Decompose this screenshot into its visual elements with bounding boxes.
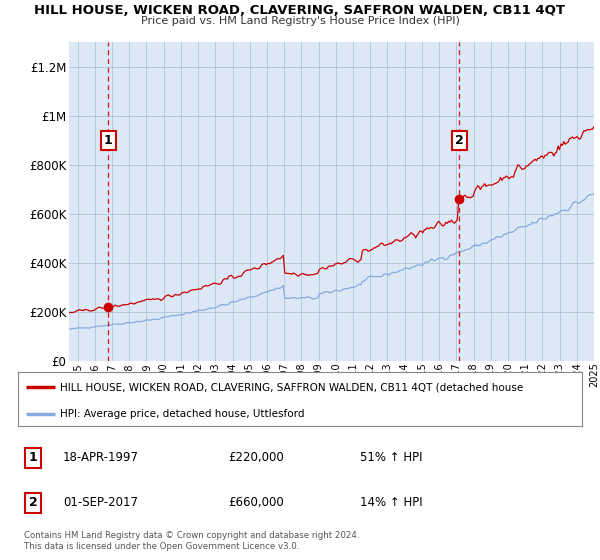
Text: £660,000: £660,000 [228, 496, 284, 509]
Text: 18-APR-1997: 18-APR-1997 [63, 451, 139, 464]
Text: 2: 2 [455, 134, 464, 147]
Text: HPI: Average price, detached house, Uttlesford: HPI: Average price, detached house, Uttl… [60, 409, 305, 419]
Text: £220,000: £220,000 [228, 451, 284, 464]
Text: HILL HOUSE, WICKEN ROAD, CLAVERING, SAFFRON WALDEN, CB11 4QT: HILL HOUSE, WICKEN ROAD, CLAVERING, SAFF… [35, 4, 566, 17]
Text: 1: 1 [29, 451, 37, 464]
Text: Price paid vs. HM Land Registry's House Price Index (HPI): Price paid vs. HM Land Registry's House … [140, 16, 460, 26]
Text: Contains HM Land Registry data © Crown copyright and database right 2024.: Contains HM Land Registry data © Crown c… [24, 531, 359, 540]
Text: 14% ↑ HPI: 14% ↑ HPI [360, 496, 422, 509]
Text: 1: 1 [104, 134, 113, 147]
Text: 2: 2 [29, 496, 37, 509]
Text: HILL HOUSE, WICKEN ROAD, CLAVERING, SAFFRON WALDEN, CB11 4QT (detached house: HILL HOUSE, WICKEN ROAD, CLAVERING, SAFF… [60, 382, 524, 393]
Text: 01-SEP-2017: 01-SEP-2017 [63, 496, 138, 509]
Text: 51% ↑ HPI: 51% ↑ HPI [360, 451, 422, 464]
Text: This data is licensed under the Open Government Licence v3.0.: This data is licensed under the Open Gov… [24, 542, 299, 550]
